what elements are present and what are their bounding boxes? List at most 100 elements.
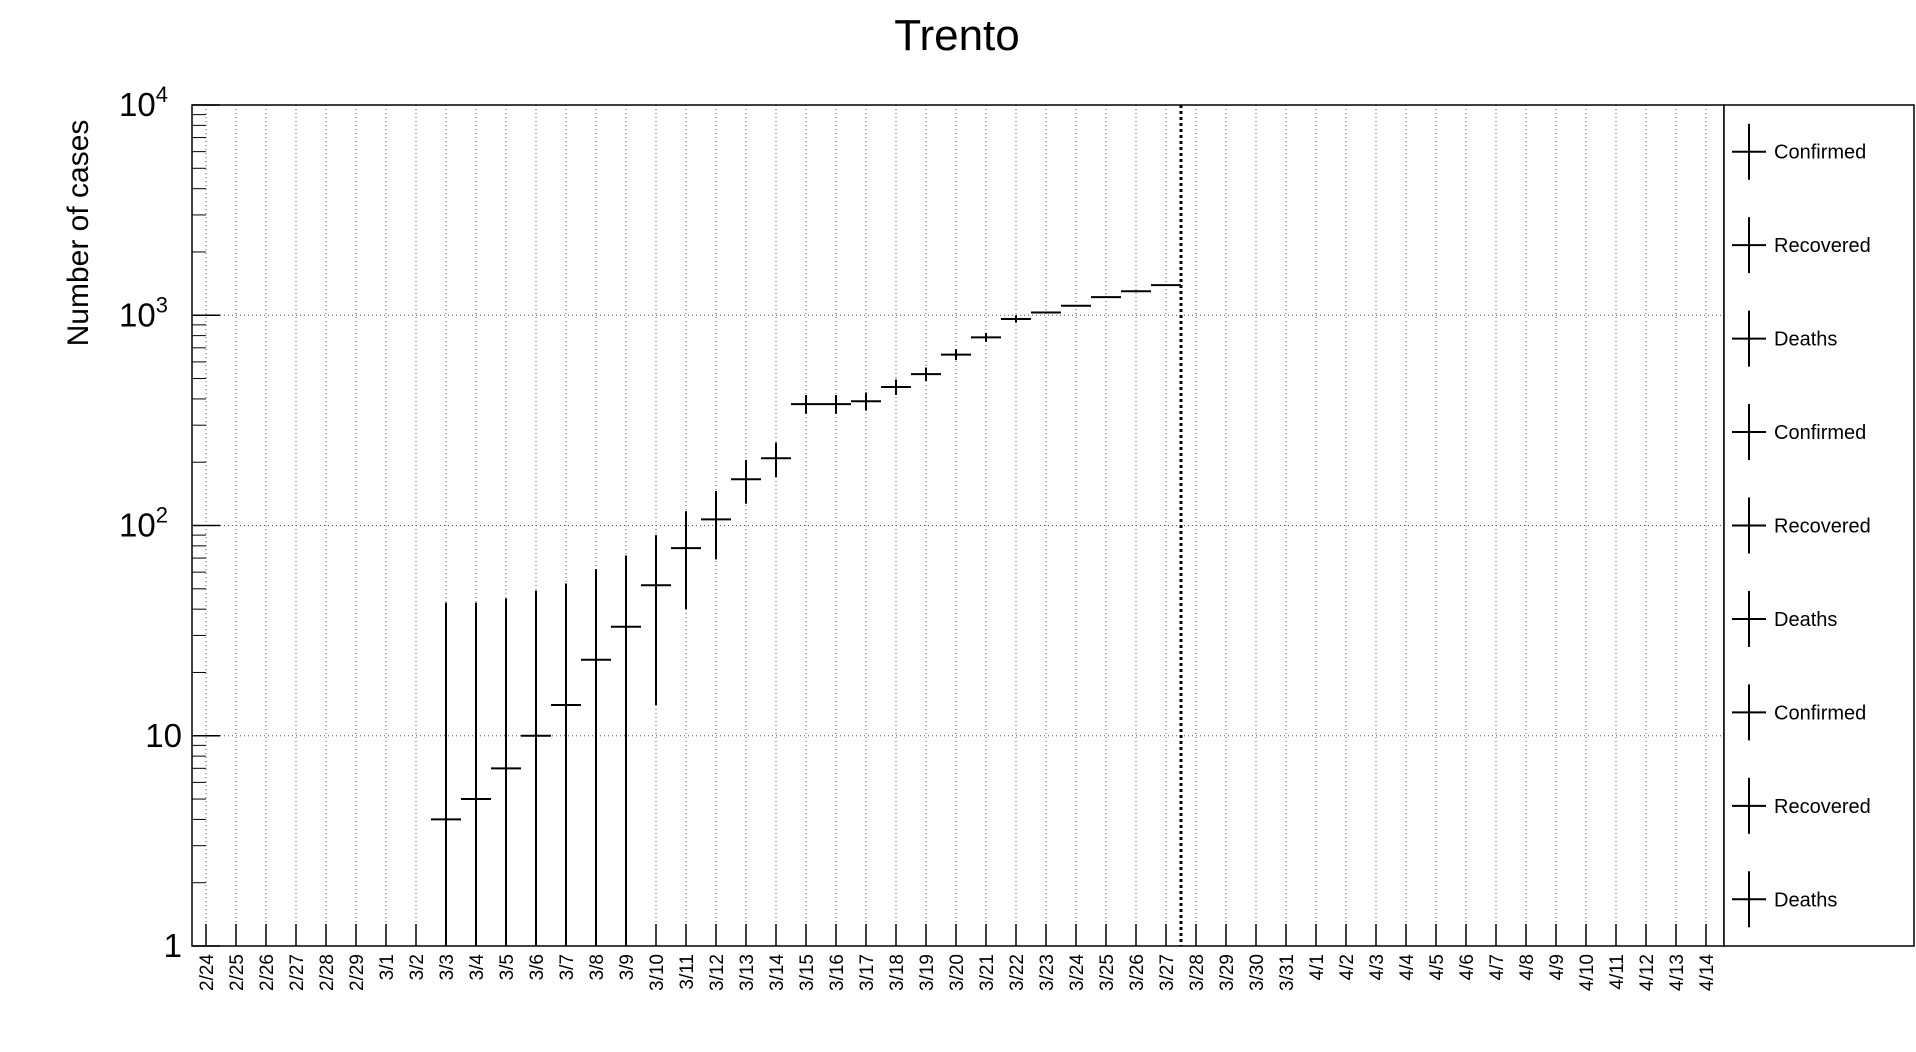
legend-entry: Recovered (1732, 217, 1871, 274)
grid (192, 105, 1724, 946)
x-tick-label: 3/4 (467, 954, 488, 981)
data-point (461, 602, 491, 946)
x-tick-label: 3/21 (977, 954, 998, 991)
x-tick-label: 3/30 (1247, 954, 1268, 991)
data-point (671, 511, 701, 610)
legend-label: Recovered (1774, 796, 1871, 818)
x-tick-label: 3/1 (377, 954, 398, 980)
y-axis-label: Number of cases (62, 120, 95, 347)
x-tick-label: 4/11 (1607, 954, 1628, 990)
data-point (911, 367, 941, 381)
legend-label: Deaths (1774, 889, 1837, 911)
x-tick-label: 4/10 (1577, 954, 1598, 991)
data-point (521, 590, 551, 946)
legend-entry: Confirmed (1732, 404, 1866, 461)
data-marks (431, 105, 1183, 946)
legend: Confirmed Recovered Deaths Confirmed Recover… (1723, 104, 1915, 947)
x-tick-label: 3/28 (1187, 954, 1208, 991)
x-tick-label: 3/2 (407, 954, 428, 980)
data-point (1001, 315, 1031, 323)
x-tick-label: 3/20 (947, 954, 968, 991)
y-tick-label: 1 (164, 927, 182, 964)
x-tick-label: 3/24 (1067, 954, 1088, 991)
x-tick-label: 3/16 (827, 954, 848, 991)
x-tick-label: 3/25 (1097, 954, 1118, 991)
legend-label: Confirmed (1774, 142, 1866, 164)
data-point (881, 379, 911, 395)
y-tick-label: 10 (145, 717, 182, 754)
data-point (941, 349, 971, 361)
x-tick-label: 3/11 (677, 954, 698, 990)
x-tick-label: 3/17 (857, 954, 878, 991)
legend-entry: Deaths (1732, 310, 1837, 367)
x-tick-label: 3/8 (587, 954, 608, 980)
legend-entry: Recovered (1732, 497, 1871, 554)
x-tick-label: 4/5 (1427, 954, 1448, 980)
data-point (611, 555, 641, 946)
data-point (641, 535, 671, 706)
x-tick-label: 4/3 (1367, 954, 1388, 980)
data-point (431, 602, 461, 946)
x-tick-label: 3/23 (1037, 954, 1058, 991)
x-tick-label: 2/25 (227, 954, 248, 991)
y-tick-label: 102 (119, 503, 168, 544)
x-tick-label: 3/14 (767, 954, 788, 991)
x-tick-label: 3/26 (1127, 954, 1148, 991)
data-point (851, 392, 881, 411)
x-tick-label: 2/24 (197, 954, 218, 991)
x-tick-label: 3/22 (1007, 954, 1028, 991)
x-tick-label: 4/12 (1637, 954, 1658, 991)
y-tick-label: 104 (119, 82, 168, 123)
y-tick-labels: 1 10 102 103 104 (119, 82, 182, 964)
axes (191, 104, 1725, 947)
x-tick-label: 3/6 (527, 954, 548, 980)
x-tick-label: 4/1 (1307, 954, 1328, 980)
x-tick-label: 3/19 (917, 954, 938, 991)
x-tick-label: 3/12 (707, 954, 728, 991)
legend-entry: Deaths (1732, 871, 1837, 928)
x-tick-labels: 2/24 2/25 2/26 2/27 2/28 2/29 3/1 3/2 3/3 3/4 3/5 3… (197, 954, 1718, 991)
legend-entry: Recovered (1732, 777, 1871, 834)
data-point (791, 395, 821, 414)
x-tick-label: 3/9 (617, 954, 638, 980)
x-tick-label: 3/29 (1217, 954, 1238, 991)
legend-entry: Confirmed (1732, 123, 1866, 180)
plot-frame (191, 104, 1725, 947)
x-tick-label: 3/3 (437, 954, 458, 980)
x-tick-label: 3/13 (737, 954, 758, 991)
x-tick-label: 4/9 (1547, 954, 1568, 980)
x-tick-label: 4/6 (1457, 954, 1478, 980)
legend-label: Confirmed (1774, 422, 1866, 444)
data-point (581, 569, 611, 946)
x-tick-label: 3/15 (797, 954, 818, 991)
x-tick-label: 4/14 (1697, 954, 1718, 991)
x-tick-label: 3/18 (887, 954, 908, 991)
x-tick-label: 4/7 (1487, 954, 1508, 980)
x-tick-label: 2/28 (317, 954, 338, 991)
data-point (551, 583, 581, 946)
chart-title: Trento (894, 11, 1020, 60)
y-tick-label: 103 (119, 292, 168, 333)
data-point (731, 459, 761, 504)
legend-label: Recovered (1774, 516, 1871, 538)
data-point (971, 332, 1001, 342)
data-point (491, 598, 521, 946)
x-tick-label: 3/5 (497, 954, 518, 980)
legend-entry: Deaths (1732, 590, 1837, 647)
legend-label: Deaths (1774, 329, 1837, 351)
x-tick-label: 3/7 (557, 954, 578, 980)
legend-entry: Confirmed (1732, 684, 1866, 741)
x-tick-label: 4/13 (1667, 954, 1688, 991)
x-tick-label: 4/4 (1397, 954, 1418, 981)
data-point (761, 442, 791, 478)
legend-label: Deaths (1774, 609, 1837, 631)
x-tick-label: 2/27 (287, 954, 308, 991)
data-point (821, 395, 851, 414)
x-tick-label: 4/2 (1337, 954, 1358, 980)
x-tick-label: 3/31 (1277, 954, 1298, 991)
x-tick-label: 4/8 (1517, 954, 1538, 980)
x-tick-label: 2/26 (257, 954, 278, 991)
data-point (701, 490, 731, 560)
legend-label: Confirmed (1774, 702, 1866, 724)
